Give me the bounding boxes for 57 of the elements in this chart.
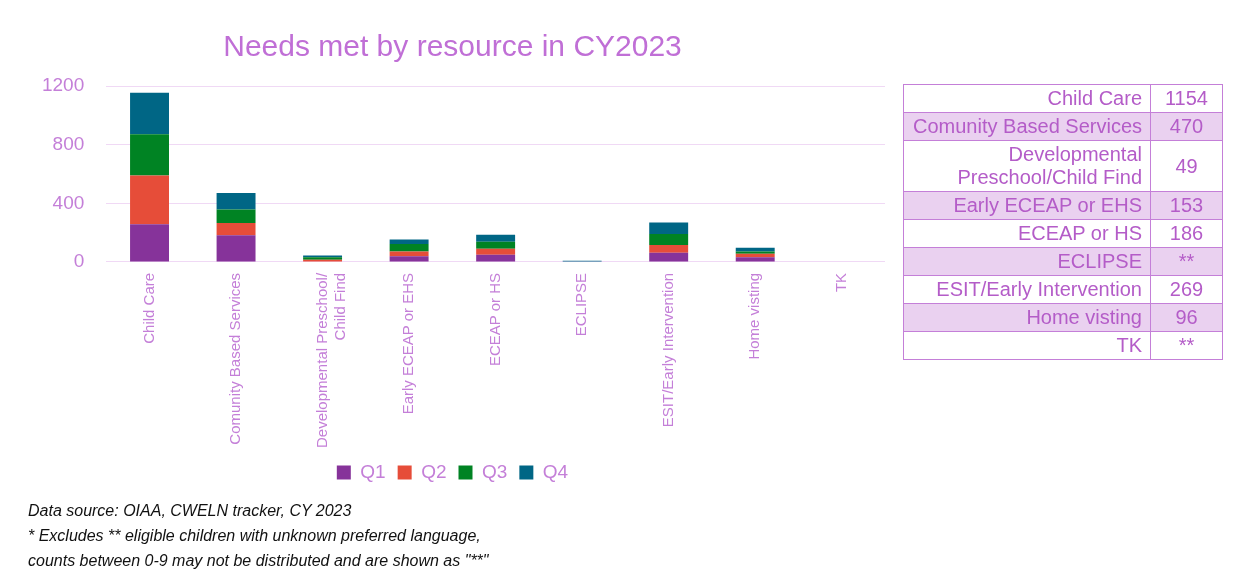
x-tick-label: TK bbox=[831, 272, 849, 293]
bar bbox=[389, 256, 429, 262]
text: 1154 bbox=[1164, 87, 1208, 109]
text: 186 bbox=[1169, 222, 1204, 244]
bar bbox=[216, 223, 256, 236]
bar bbox=[130, 224, 169, 262]
y-tick-label: 800 bbox=[52, 132, 85, 154]
x-tick-label: Early ECEAP or EHS bbox=[399, 272, 417, 415]
x-tick-label: ECLIPSE bbox=[572, 272, 590, 337]
text: 470 bbox=[1169, 115, 1204, 137]
x-tick-label: Home visting bbox=[745, 272, 763, 360]
category-label: ECLIPSE bbox=[903, 247, 1151, 276]
bar bbox=[476, 241, 516, 249]
category-label: Early ECEAP or EHS bbox=[903, 191, 1151, 220]
x-tick-label: Comunity Based Services bbox=[226, 272, 244, 445]
x-tick-label: Child Care bbox=[139, 272, 157, 344]
category-label: Child Care bbox=[903, 84, 1151, 113]
text: * Excludes ** eligible children with unknown preferred language, counts between 0-9 may not be distributed and are shown as "**" bbox=[28, 526, 489, 571]
text: 153 bbox=[1169, 194, 1204, 216]
bar bbox=[216, 209, 256, 224]
text: 269 bbox=[1169, 278, 1204, 300]
legend-label: Q1 bbox=[360, 460, 386, 482]
bar bbox=[735, 251, 775, 254]
source-note: Data source: OIAA, CWELN tracker, CY 2023 bbox=[28, 501, 353, 521]
bar bbox=[649, 252, 689, 262]
bar bbox=[216, 235, 256, 262]
bar bbox=[216, 193, 256, 210]
bar bbox=[389, 251, 429, 257]
y-tick-label: 400 bbox=[52, 191, 85, 213]
legend-label: Q3 bbox=[482, 460, 508, 482]
legend-label: Q4 bbox=[542, 460, 569, 482]
x-tick-label: ECEAP or HS bbox=[485, 272, 503, 366]
bar bbox=[389, 243, 429, 252]
bar bbox=[649, 222, 689, 235]
x-tick-label: Developmental Preschool/Child Find bbox=[312, 272, 348, 448]
bar bbox=[130, 175, 169, 225]
category-label: Comunity Based Services bbox=[903, 112, 1151, 141]
text: 96 bbox=[1175, 306, 1198, 328]
bar bbox=[389, 239, 429, 244]
bar bbox=[130, 92, 169, 135]
category-label: ECEAP or HS bbox=[903, 219, 1151, 248]
bar bbox=[130, 134, 169, 176]
category-label: Developmental Preschool/Child Find bbox=[903, 140, 1151, 192]
bar bbox=[476, 248, 516, 255]
y-tick-label: 1200 bbox=[41, 74, 85, 96]
bar bbox=[649, 245, 689, 253]
text: 49 bbox=[1175, 154, 1198, 177]
text: ** bbox=[1178, 250, 1195, 272]
x-tick-label: ESIT/Early Intervention bbox=[658, 272, 676, 428]
bar bbox=[476, 234, 516, 242]
bar bbox=[476, 254, 516, 262]
y-tick-label: 0 bbox=[73, 250, 85, 272]
legend-label: Q2 bbox=[421, 460, 447, 482]
chart-title: Needs met by resource in CY2023 bbox=[223, 29, 682, 63]
bar bbox=[735, 257, 775, 262]
text: ** bbox=[1178, 334, 1195, 356]
bar bbox=[649, 234, 689, 246]
